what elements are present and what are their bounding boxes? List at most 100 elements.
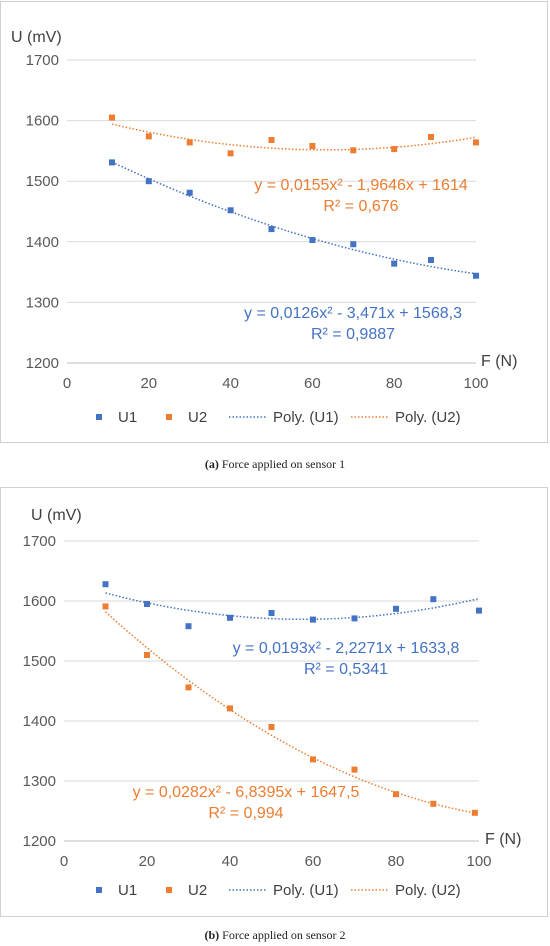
legend-label: U2 — [188, 882, 207, 899]
data-point-u2 — [391, 146, 398, 153]
data-point-u1 — [268, 226, 275, 233]
y-tick-label: 1700 — [23, 533, 56, 550]
trendline-2 — [111, 123, 477, 151]
data-point-u1 — [102, 581, 109, 588]
x-tick-label: 0 — [60, 853, 68, 870]
data-point-u1 — [145, 178, 152, 185]
y-tick-label: 1400 — [23, 713, 56, 730]
chart-b-frame: 1200 1300 1400 1500 1600 1700 0 20 40 60 80 100 U (m… — [0, 487, 548, 917]
data-point-u2 — [393, 791, 399, 798]
y-tick-label: 1500 — [26, 173, 59, 190]
chart-a-frame: 1200 1300 1400 1500 1600 1700 0 20 40 60 80 100 U (m… — [0, 1, 548, 443]
trendline-2 — [104, 611, 476, 814]
data-point-u1 — [430, 596, 437, 603]
y-tick-label: 1600 — [26, 113, 59, 130]
x-tick-label: 80 — [388, 853, 405, 870]
data-point-u2 — [102, 603, 109, 610]
legend-label: Poly. (U2) — [395, 409, 461, 426]
x-tick-label: 100 — [466, 853, 491, 870]
trendline-r2: R² = 0,5341 — [304, 661, 388, 678]
data-point-u2 — [309, 143, 316, 150]
data-point-u2 — [310, 756, 316, 763]
data-point-u1 — [350, 241, 357, 248]
chart-a: 1200 1300 1400 1500 1600 1700 0 20 40 60 80 100 U (m… — [11, 29, 517, 426]
trendline-r2: R² = 0,994 — [208, 805, 283, 822]
data-point-u1 — [144, 601, 150, 607]
data-point-u1 — [310, 616, 316, 623]
legend-marker — [166, 887, 172, 893]
data-point-u1 — [186, 189, 193, 196]
caption-a-text: Force applied on sensor 1 — [218, 457, 346, 471]
y-tick-label: 1400 — [26, 234, 59, 251]
data-point-u1 — [227, 614, 233, 621]
x-tick-label: 20 — [140, 375, 157, 392]
data-point-u2 — [227, 150, 234, 157]
y-tick-label: 1200 — [23, 833, 56, 850]
legend-label: U2 — [188, 409, 207, 426]
y-tick-label: 1300 — [23, 773, 56, 790]
trendline-1 — [105, 592, 480, 621]
data-point-u2 — [350, 147, 357, 154]
data-point-u1 — [476, 607, 482, 614]
data-point-u2 — [185, 684, 192, 691]
data-point-u2 — [268, 724, 275, 730]
x-tick-label: 100 — [463, 375, 488, 392]
x-tick-label: 60 — [304, 375, 321, 392]
legend-marker — [96, 414, 102, 420]
y-tick-label: 1300 — [26, 294, 59, 311]
legend-label: Poly. (U2) — [395, 882, 461, 899]
data-point-u2 — [145, 133, 152, 140]
x-axis-title: F (N) — [481, 353, 517, 370]
legend-label: Poly. (U1) — [273, 409, 339, 426]
data-point-u2 — [473, 139, 479, 146]
data-point-u2 — [186, 139, 193, 146]
data-point-u2 — [108, 114, 115, 121]
data-point-u1 — [108, 159, 115, 166]
y-axis-title: U (mV) — [11, 29, 62, 46]
data-point-u1 — [309, 236, 316, 243]
caption-b: (b) Force applied on sensor 2 — [0, 928, 550, 943]
legend-marker — [166, 414, 172, 420]
data-point-u1 — [393, 605, 399, 612]
x-tick-label: 80 — [386, 375, 403, 392]
x-tick-label: 60 — [305, 853, 322, 870]
trendline-equation: y = 0,0155x² - 1,9646x + 1614 — [254, 177, 468, 194]
data-point-u2 — [268, 136, 275, 143]
chart-b: 1200 1300 1400 1500 1600 1700 0 20 40 60 80 100 U (m… — [23, 507, 522, 899]
x-tick-label: 40 — [222, 375, 239, 392]
data-point-u1 — [268, 610, 275, 616]
data-point-u1 — [473, 272, 479, 279]
y-tick-label: 1600 — [23, 593, 56, 610]
trendline-equation: y = 0,0126x² - 3,471x + 1568,3 — [244, 305, 462, 322]
caption-a-label: (a) — [204, 457, 219, 471]
data-point-u2 — [471, 809, 478, 816]
trendline-equation: y = 0,0193x² - 2,2271x + 1633,8 — [233, 640, 460, 657]
data-point-u1 — [391, 260, 398, 267]
x-axis-title: F (N) — [485, 831, 521, 848]
data-point-u2 — [428, 133, 435, 140]
trendline-r2: R² = 0,676 — [323, 198, 398, 215]
data-point-u2 — [351, 766, 358, 773]
data-point-u1 — [428, 256, 435, 263]
legend-label: U1 — [118, 882, 137, 899]
trendline-equation: y = 0,0282x² - 6,8395x + 1647,5 — [133, 784, 360, 801]
data-point-u1 — [351, 615, 358, 622]
y-axis-title: U (mV) — [31, 507, 82, 524]
legend-marker — [96, 887, 102, 893]
caption-b-label: (b) — [204, 928, 220, 942]
y-tick-label: 1500 — [23, 653, 56, 670]
x-tick-label: 20 — [139, 853, 156, 870]
data-point-u2 — [430, 800, 437, 807]
legend-label: U1 — [118, 409, 137, 426]
y-tick-label: 1700 — [26, 52, 59, 69]
trendline-r2: R² = 0,9887 — [311, 326, 395, 343]
legend-label: Poly. (U1) — [273, 882, 339, 899]
data-point-u1 — [185, 623, 192, 630]
data-point-u2 — [144, 652, 150, 658]
caption-a: (a) Force applied on sensor 1 — [0, 457, 550, 472]
x-tick-label: 40 — [222, 853, 239, 870]
data-point-u2 — [227, 705, 233, 712]
y-tick-label: 1200 — [26, 355, 59, 372]
x-tick-label: 0 — [63, 375, 71, 392]
caption-b-text: Force applied on sensor 2 — [219, 928, 346, 942]
